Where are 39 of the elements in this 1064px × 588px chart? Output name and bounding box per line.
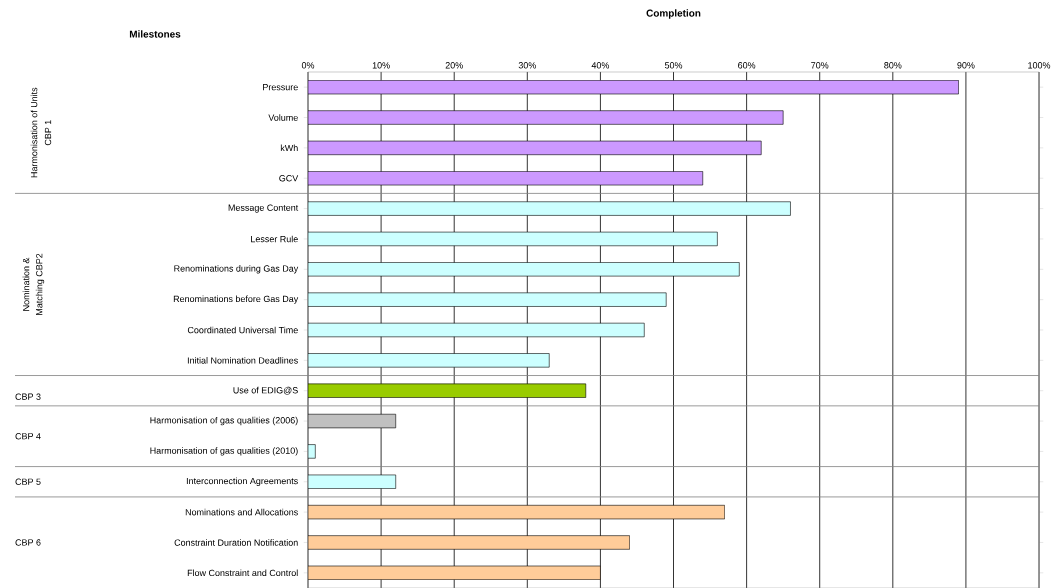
y-tick-label: Volume [268,114,298,121]
x-tick-label: 10% [372,61,390,69]
y-tick-label: GCV [279,174,299,182]
y-tick-label: Flow Constraint and Control [187,569,298,576]
y-tick-label: Harmonisation of gas qualities (2006) [150,416,298,426]
text: Matching CBP2 [35,253,45,315]
x-tick-label: 50% [664,61,683,69]
y-tick-label: kWh [280,144,298,151]
x-tick-label: 100% [1028,61,1051,69]
x-tick-label: 30% [518,61,536,69]
text: CBP 5 [15,478,41,485]
y-tick-label: Harmonisation of gas qualities (2010) [150,447,298,456]
x-tick-label: 90% [957,61,975,69]
y-tick-label: Nominations and Allocations [185,508,298,516]
x-tick-label: 40% [591,61,610,69]
y-tick-label: Constraint Duration Notification [174,538,298,546]
text: CBP 6 [15,539,41,546]
y-tick-label: Lesser Rule [251,235,298,243]
text: Nomination & [22,257,30,311]
text: CBP 4 [15,432,41,440]
bar [308,444,316,459]
y-tick-label: Message Content [228,204,299,213]
x-tick-label: 20% [445,61,463,69]
x-axis-title: Completion [646,9,701,19]
x-tick-label: 80% [884,61,902,69]
x-tick-label: 60% [738,61,756,69]
y-axis-title: Milestones [129,30,181,38]
y-tick-label: Use of EDIG@S [233,386,298,395]
y-tick-label: Pressure [263,83,298,91]
text: Harmonisation of Units [30,87,38,178]
y-tick-label: Renominations during Gas Day [174,264,299,274]
x-tick-label: 0% [301,61,315,69]
text: CBP 3 [15,393,41,400]
y-tick-label: Initial Nomination Deadlines [187,356,298,364]
x-tick-label: 70% [811,61,829,69]
y-tick-label: Interconnection Agreements [186,477,298,486]
y-tick-label: Coordinated Universal Time [187,326,298,334]
text: CBP 1 [44,120,52,146]
y-tick-label: Renominations before Gas Day [173,295,299,304]
